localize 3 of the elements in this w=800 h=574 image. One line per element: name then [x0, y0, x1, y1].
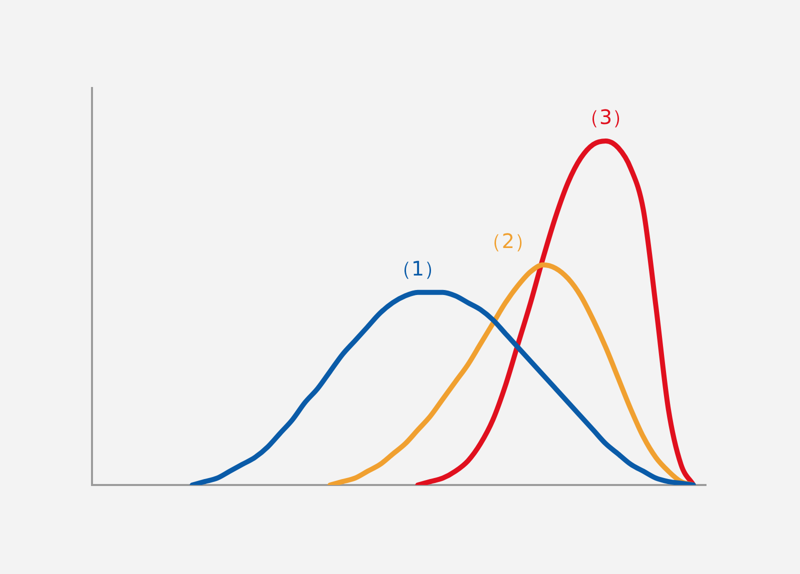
series-label: （3）: [579, 105, 632, 130]
series-label: （2）: [482, 229, 534, 254]
series-label: （1）: [391, 256, 444, 281]
